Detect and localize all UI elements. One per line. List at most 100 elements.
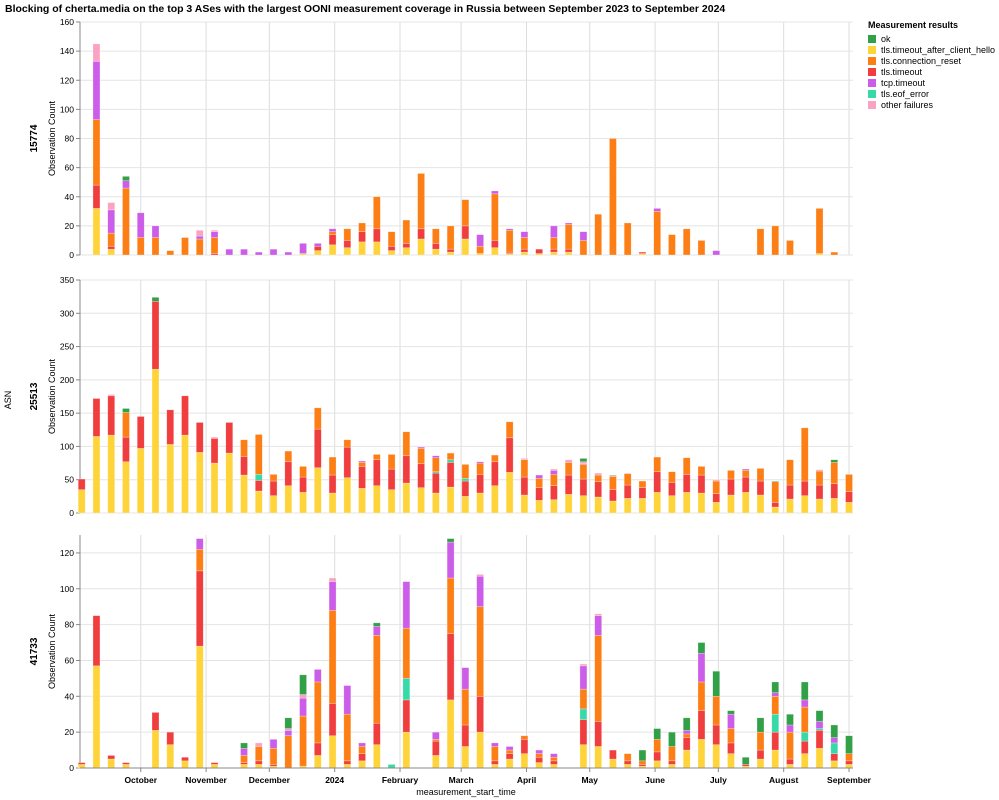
bar-segment-tcp-timeout [594,615,602,636]
bar-segment-tls-timeout [682,474,691,493]
y-tick-label: 80 [65,620,75,630]
bar-segment-tls-timeout [284,461,293,487]
bar-segment-tls-timeout [387,468,396,491]
bar-segment-tls-timeout [461,480,470,497]
y-tick-label: 120 [60,75,74,85]
bar-segment-tls-timeout [609,489,617,502]
bar-segment-tls-connection-reset [800,427,809,482]
bar-segment-tcp-timeout [461,667,470,690]
bar-segment-tls-timeout [594,481,602,498]
bar-segment-other-failures [92,43,101,62]
bar-segment-tls-connection-reset [682,228,691,256]
x-tick-label: December [249,775,291,785]
bar-segment-tls-timeout [535,487,543,501]
bar-segment-tls-timeout [136,416,145,449]
bar-segment-tls-timeout [358,753,366,762]
bar-segment-tls-eof-error [579,708,588,720]
bar-segment-tls-connection-reset [550,474,558,487]
y-tick-label: 60 [65,655,75,665]
bar-segment-tls-timeout-after-client-hello [387,250,396,256]
bar-segment-tls-timeout-after-client-hello [712,502,721,514]
bar-segment-other-failures [299,694,307,699]
bar-segment-ok [284,717,293,729]
bar-segment-tls-connection-reset [564,224,573,250]
bar-segment-tls-timeout [92,184,101,209]
bar-segment-tls-timeout-after-client-hello [623,498,632,514]
bar-segment-tls-connection-reset [151,237,160,256]
bar-segment-tls-connection-reset [653,456,662,473]
bar-segment-tls-timeout-after-client-hello [756,758,765,769]
bar-segment-tls-connection-reset [446,225,455,250]
bar-segment-tls-timeout-after-client-hello [638,498,647,514]
bar-segment-tls-timeout [446,248,455,253]
bar-segment-tls-timeout-after-client-hello [609,500,617,514]
bar-segment-tls-timeout [550,248,558,253]
bar-segment-tls-timeout-after-client-hello [343,764,352,769]
bar-segment-tls-timeout-after-client-hello [373,485,381,514]
bar-segment-tls-connection-reset [240,439,248,457]
bar-segment-tcp-timeout [550,470,558,475]
bar-segment-tls-eof-error [461,478,470,482]
bar-segment-tls-timeout [491,240,499,249]
bar-segment-tls-timeout-after-client-hello [151,730,160,769]
bar-segment-tcp-timeout [284,730,293,737]
bar-segment-ok [845,735,853,754]
bar-segment-other-failures [520,458,529,461]
bar-segment-ok [682,717,691,731]
bar-segment-tls-timeout [417,228,425,240]
bar-segment-tls-timeout-after-client-hello [579,495,588,514]
bar-segment-tls-timeout-after-client-hello [461,238,470,256]
bar-segment-tls-timeout [358,466,366,489]
bar-segment-tls-connection-reset [830,462,839,485]
bar-segment-tls-connection-reset [181,237,189,256]
bar-segment-other-failures [712,479,721,482]
bar-segment-tls-eof-error [830,742,839,754]
bar-segment-tls-timeout-after-client-hello [446,699,455,769]
bar-segment-tls-timeout [712,493,721,503]
bar-segment-tls-timeout [122,436,130,463]
bar-segment-tls-connection-reset [638,760,647,765]
legend-label: tls.connection_reset [881,55,962,66]
bar-segment-tls-timeout-after-client-hello [240,764,248,769]
facet-panel-41733: 0 20 40 60 80 100 120 Observation Count 41733 [29,535,853,773]
bar-segment-tls-timeout-after-client-hello [387,489,396,514]
bar-segment-tls-timeout [373,228,381,243]
bar-segment-tls-connection-reset [92,119,101,186]
bar-segment-tls-connection-reset [786,459,794,486]
chart-title: Blocking of cherta.media on the top 3 AS… [5,3,726,15]
bar-segment-ok [830,459,839,463]
bar-segment-tls-connection-reset [387,454,396,470]
legend-label: tls.eof_error [881,88,930,99]
bar-segment-tcp-timeout [579,463,588,465]
bar-segment-tls-connection-reset [254,434,263,475]
bar-segment-tls-connection-reset [712,480,721,494]
bar-segment-other-failures [107,394,116,397]
y-tick-label: 0 [69,508,74,518]
legend-label: tls.timeout_after_client_hello [881,44,996,55]
bar-segment-tls-timeout [668,482,676,496]
bar-segment-tls-timeout [505,437,514,473]
bar-segment-tcp-timeout [373,626,381,636]
bar-segment-tcp-timeout [240,248,248,256]
bar-segment-tls-connection-reset [122,412,130,438]
bar-segment-tls-timeout-after-client-hello [727,753,735,769]
bar-segment-tls-connection-reset [343,439,352,448]
bar-segment-tls-timeout-after-client-hello [505,472,514,514]
y-axis-title: Observation Count [47,100,57,176]
bar-segment-tls-eof-error [402,678,411,701]
facet-label-asn: 15774 [29,124,40,152]
bar-segment-tls-timeout [77,478,86,491]
bar-segment-tls-connection-reset [697,466,706,476]
facet-axis-title: ASN [3,391,13,410]
bar-segment-tls-timeout [741,476,750,493]
bar-segment-tls-timeout [92,615,101,667]
bar-segment-tls-timeout-after-client-hello [92,208,101,256]
bar-segment-tls-timeout [653,471,662,493]
bar-segment-tls-timeout-after-client-hello [299,492,307,514]
bar-segment-tls-connection-reset [299,715,307,767]
bar-segment-tls-timeout-after-client-hello [417,238,425,256]
y-tick-label: 300 [60,308,74,318]
bar-segment-tls-connection-reset [535,753,543,758]
bar-segment-tls-connection-reset [269,474,278,482]
bar-segment-tls-eof-error [800,731,809,742]
